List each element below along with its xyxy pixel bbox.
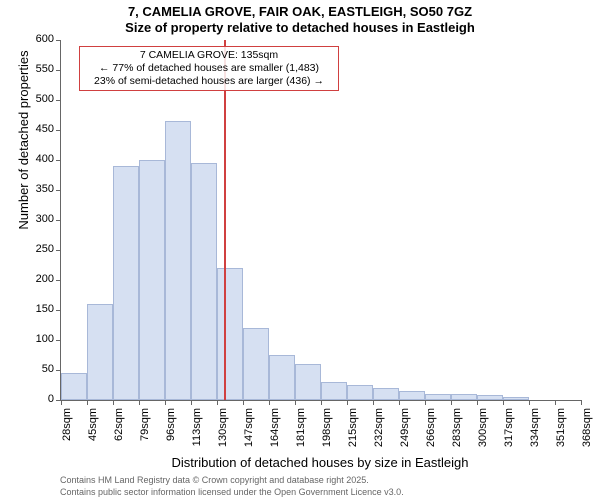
x-tick-label: 351sqm (555, 408, 567, 447)
copyright-credits: Contains HM Land Registry data © Crown c… (60, 475, 404, 498)
x-tick-label: 215sqm (347, 408, 359, 447)
x-tick-label: 198sqm (321, 408, 333, 447)
x-tick-label: 232sqm (373, 408, 385, 447)
y-tick-label: 550 (36, 63, 61, 75)
histogram-bar (139, 160, 165, 400)
y-tick-label: 500 (36, 93, 61, 105)
histogram-bar (165, 121, 191, 400)
histogram-bar (399, 391, 425, 400)
credit-line-2: Contains public sector information licen… (60, 487, 404, 499)
x-axis-label: Distribution of detached houses by size … (60, 455, 580, 470)
chart-title-block: 7, CAMELIA GROVE, FAIR OAK, EASTLEIGH, S… (0, 4, 600, 35)
y-tick-label: 50 (42, 363, 61, 375)
annotation-line: 23% of semi-detached houses are larger (… (84, 75, 334, 88)
x-tick-label: 28sqm (61, 408, 73, 441)
x-tick-label: 45sqm (87, 408, 99, 441)
title-line-2: Size of property relative to detached ho… (0, 20, 600, 35)
y-tick-label: 400 (36, 153, 61, 165)
title-line-1: 7, CAMELIA GROVE, FAIR OAK, EASTLEIGH, S… (0, 4, 600, 19)
annotation-line: 7 CAMELIA GROVE: 135sqm (84, 49, 334, 62)
y-tick-label: 0 (48, 393, 61, 405)
histogram-bar (217, 268, 243, 400)
histogram-bar (347, 385, 373, 400)
credit-line-1: Contains HM Land Registry data © Crown c… (60, 475, 404, 487)
annotation-box: 7 CAMELIA GROVE: 135sqm← 77% of detached… (79, 46, 339, 91)
x-tick-label: 266sqm (425, 408, 437, 447)
x-tick-label: 317sqm (503, 408, 515, 447)
x-tick-label: 334sqm (529, 408, 541, 447)
y-axis-label: Number of detached properties (16, 0, 31, 320)
histogram-bar (477, 395, 503, 400)
y-tick-label: 200 (36, 273, 61, 285)
x-tick-label: 130sqm (217, 408, 229, 447)
x-tick-label: 62sqm (113, 408, 125, 441)
x-tick-label: 368sqm (581, 408, 593, 447)
histogram-bar (451, 394, 477, 400)
x-tick-label: 79sqm (139, 408, 151, 441)
x-tick-label: 164sqm (269, 408, 281, 447)
y-tick-label: 250 (36, 243, 61, 255)
x-tick-label: 181sqm (295, 408, 307, 447)
y-tick-label: 100 (36, 333, 61, 345)
histogram-bar (87, 304, 113, 400)
y-tick-label: 150 (36, 303, 61, 315)
histogram-bar (373, 388, 399, 400)
histogram-bar (425, 394, 451, 400)
histogram-bar (61, 373, 87, 400)
x-tick-label: 113sqm (191, 408, 203, 446)
x-tick-label: 96sqm (165, 408, 177, 441)
histogram-bar (191, 163, 217, 400)
x-tick-label: 283sqm (451, 408, 463, 447)
histogram-bar (321, 382, 347, 400)
property-marker-line (224, 40, 226, 400)
x-tick-label: 249sqm (399, 408, 411, 447)
histogram-bar (503, 397, 529, 400)
histogram-bar (113, 166, 139, 400)
x-tick-label: 147sqm (243, 408, 255, 447)
histogram-bar (269, 355, 295, 400)
annotation-line: ← 77% of detached houses are smaller (1,… (84, 62, 334, 75)
y-tick-label: 450 (36, 123, 61, 135)
y-tick-label: 300 (36, 213, 61, 225)
y-tick-label: 600 (36, 33, 61, 45)
chart-plot-area: 05010015020025030035040045050055060028sq… (60, 40, 581, 401)
histogram-bar (295, 364, 321, 400)
x-tick-label: 300sqm (477, 408, 489, 447)
y-tick-label: 350 (36, 183, 61, 195)
histogram-bar (243, 328, 269, 400)
